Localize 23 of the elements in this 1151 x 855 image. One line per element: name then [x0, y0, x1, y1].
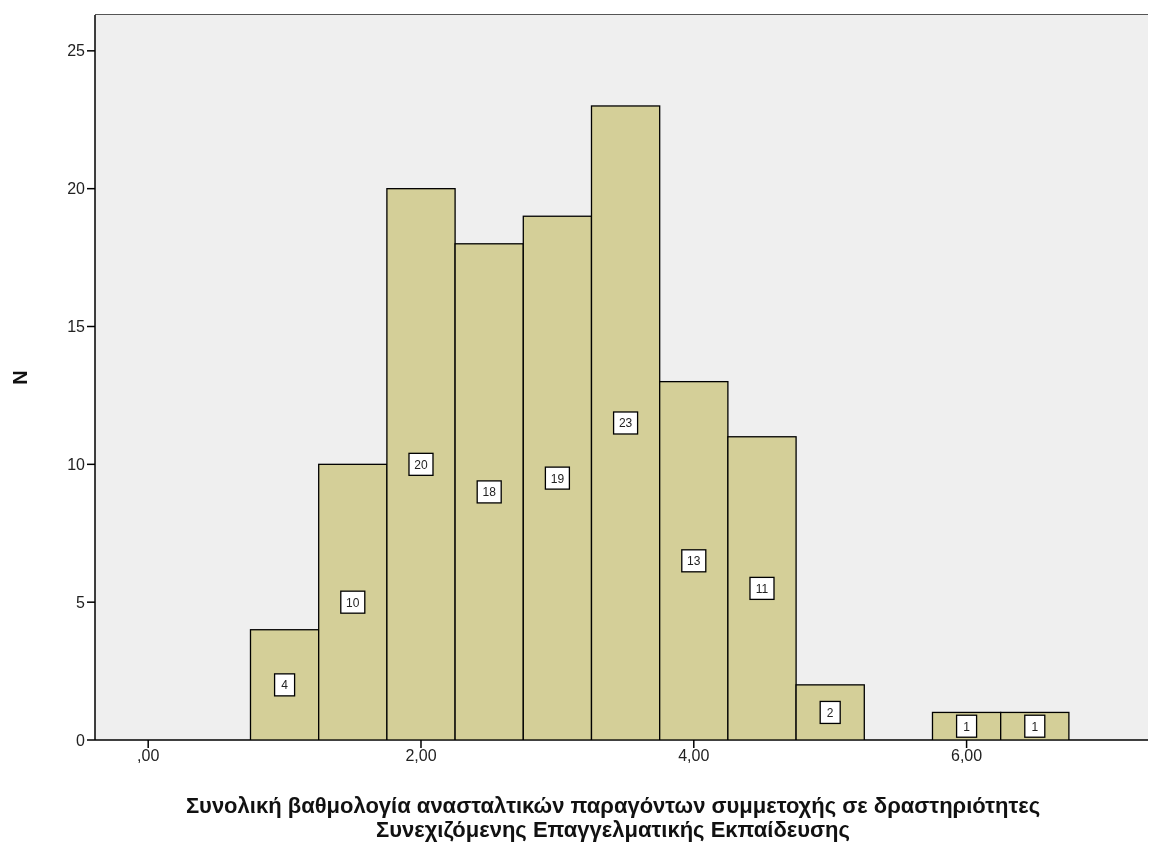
y-tick-label: 0 [76, 731, 86, 749]
y-tick-label: 5 [76, 593, 86, 611]
data-label: 23 [618, 416, 633, 431]
data-label: 10 [346, 595, 360, 610]
data-label: 20 [414, 457, 428, 472]
data-label: 4 [281, 678, 289, 693]
data-label: 19 [550, 471, 565, 486]
data-label: 1 [1031, 719, 1039, 734]
y-tick-label: 20 [67, 180, 86, 198]
y-axis-title: N [9, 370, 32, 385]
x-tick-label: 2,00 [405, 747, 437, 765]
y-tick-label: 10 [67, 455, 86, 473]
data-label: 2 [826, 705, 834, 720]
data-label: 1 [963, 719, 971, 734]
x-tick-label: 6,00 [951, 747, 983, 765]
data-label: 13 [687, 554, 701, 569]
x-axis-title: Συνολική βαθμολογία ανασταλτικών παραγόντων συμμετοχής σε δραστηριότητες Συνεχιζόμενης Επαγγελματικής Εκπαίδευσης [184, 793, 1042, 842]
y-tick-label: 15 [67, 318, 86, 335]
y-tick-label: 25 [67, 42, 86, 60]
x-tick-label: 4,00 [678, 747, 710, 765]
data-label: 11 [755, 581, 769, 596]
x-tick-label: ,00 [137, 747, 160, 765]
data-label: 18 [482, 485, 497, 500]
